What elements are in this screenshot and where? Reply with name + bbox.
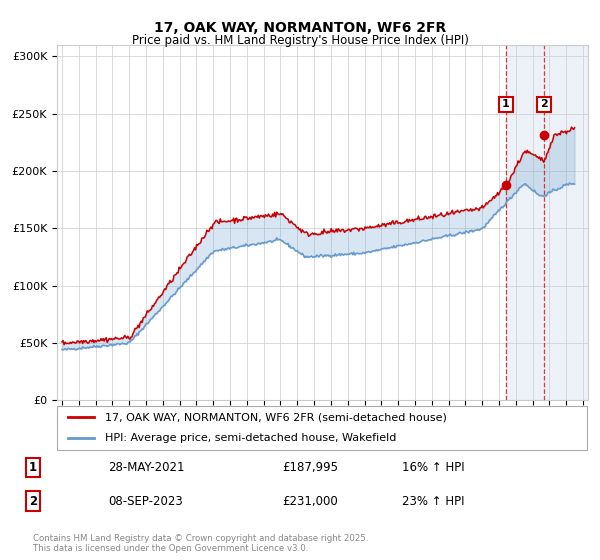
Text: 23% ↑ HPI: 23% ↑ HPI bbox=[402, 494, 464, 508]
Text: £231,000: £231,000 bbox=[282, 494, 338, 508]
Text: 2: 2 bbox=[540, 100, 548, 109]
Text: Price paid vs. HM Land Registry's House Price Index (HPI): Price paid vs. HM Land Registry's House … bbox=[131, 34, 469, 46]
Text: 1: 1 bbox=[502, 100, 510, 109]
Text: 17, OAK WAY, NORMANTON, WF6 2FR (semi-detached house): 17, OAK WAY, NORMANTON, WF6 2FR (semi-de… bbox=[105, 412, 446, 422]
Text: Contains HM Land Registry data © Crown copyright and database right 2025.
This d: Contains HM Land Registry data © Crown c… bbox=[33, 534, 368, 553]
Text: 1: 1 bbox=[29, 461, 37, 474]
FancyBboxPatch shape bbox=[57, 406, 587, 450]
Text: 2: 2 bbox=[29, 494, 37, 508]
Bar bbox=[506, 45, 592, 400]
Text: £187,995: £187,995 bbox=[282, 461, 338, 474]
Text: 08-SEP-2023: 08-SEP-2023 bbox=[108, 494, 183, 508]
Text: 16% ↑ HPI: 16% ↑ HPI bbox=[402, 461, 464, 474]
Text: 28-MAY-2021: 28-MAY-2021 bbox=[108, 461, 185, 474]
Text: 17, OAK WAY, NORMANTON, WF6 2FR: 17, OAK WAY, NORMANTON, WF6 2FR bbox=[154, 21, 446, 35]
Text: HPI: Average price, semi-detached house, Wakefield: HPI: Average price, semi-detached house,… bbox=[105, 433, 396, 444]
